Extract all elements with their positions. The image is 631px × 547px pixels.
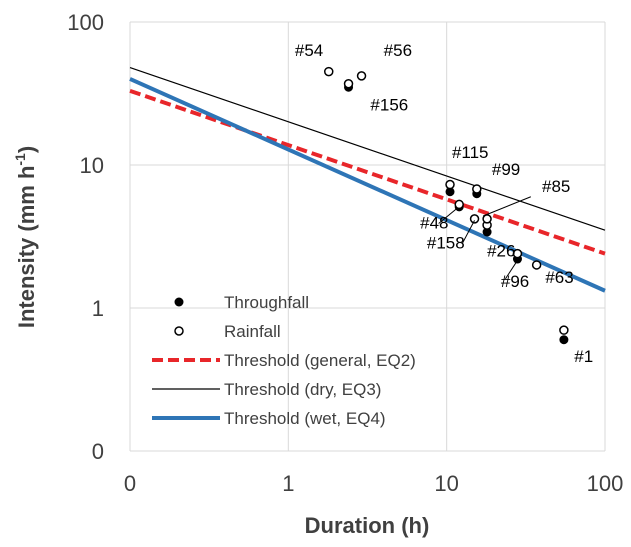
threshold-line-dry [129,67,606,231]
legend: Throughfall Rainfall Threshold (general, E… [152,293,416,428]
point-label-5: #85 [542,177,570,196]
x-axis-title: Duration (h) [305,513,430,538]
callout-line-0 [438,207,458,224]
legend-label-4: Threshold (wet, EQ4) [224,409,386,428]
x-tick-label-2: 10 [434,471,458,496]
legend-label-2: Threshold (general, EQ2) [224,351,416,370]
point-label-8: #26 [487,241,515,260]
throughfall-point-4 [482,227,492,237]
point-label-6: #48 [420,213,448,232]
callout-lines [438,196,532,280]
legend-label-0: Throughfall [224,293,309,312]
rainfall-point-9 [512,248,523,259]
y-axis-title-close: ) [14,146,39,153]
grid [129,21,606,452]
legend-marker-0 [174,297,184,307]
rainfall-point-11 [559,325,569,335]
point-labels: #54 #56 #156 #115#99 #85 #48 #158 #26 #96 #63 #1 [295,41,593,366]
threshold-line-general [129,88,606,256]
callout-line-2 [482,196,532,217]
point-label-11: #1 [574,347,593,366]
point-label-9: #96 [501,272,529,291]
x-tick-label-3: 100 [587,471,624,496]
y-axis-title: Intensity (mm h-1) [12,146,39,328]
threshold-lines [129,67,606,293]
point-label-1: #56 [384,41,412,60]
x-tick-label-0: 0 [124,471,136,496]
point-label-4: #99 [492,160,520,179]
rainfall-point-6 [472,184,482,194]
point-label-3: #115 [452,143,489,162]
tick-labels: 0 1 10 100 0 1 10 100 [67,10,623,496]
point-label-7: #158 [427,234,465,253]
y-tick-label-2: 10 [80,153,104,178]
rainfall-point-10 [531,260,542,270]
callout-line-3 [505,260,518,280]
rainfall-point-8 [482,214,492,224]
y-axis-title-sup: -1 [12,153,28,166]
x-tick-label-1: 1 [282,471,294,496]
point-label-10: #63 [545,268,573,287]
threshold-line-wet [129,77,606,293]
rainfall-point-1 [343,78,354,89]
point-label-2: #156 [370,96,408,115]
legend-label-1: Rainfall [224,322,281,341]
rainfall-point-3 [445,179,455,190]
legend-marker-1 [174,326,184,336]
point-label-0: #54 [295,41,323,60]
rainfall-point-0 [324,66,334,77]
rainfall-point-2 [356,71,367,81]
throughfall-point-6 [559,335,569,345]
y-tick-label-3: 100 [67,10,104,35]
throughfall-point-1 [445,187,455,197]
y-tick-label-1: 1 [92,296,104,321]
callout-line-1 [461,220,475,245]
y-axis-title-main: Intensity (mm h [14,166,39,329]
rainfall-point-5 [469,214,480,224]
legend-label-3: Threshold (dry, EQ3) [224,380,381,399]
rainfall-point-4 [454,199,464,210]
y-tick-label-0: 0 [92,439,104,464]
